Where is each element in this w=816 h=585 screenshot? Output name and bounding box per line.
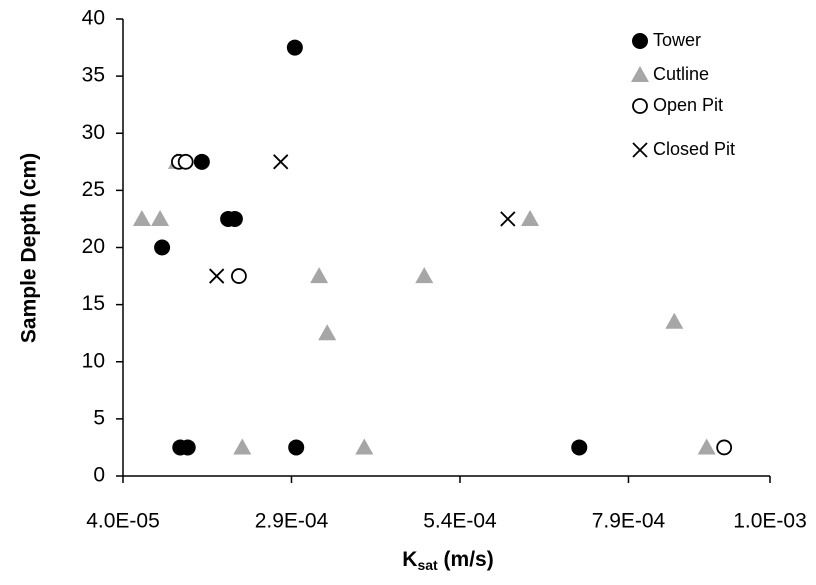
y-tick-label: 35 [82, 64, 105, 87]
point [154, 239, 171, 256]
point [310, 267, 329, 284]
x-tick-label: 7.9E-04 [592, 510, 666, 533]
point [233, 438, 252, 455]
y-tick-label: 0 [93, 464, 105, 487]
point [697, 438, 716, 455]
x-axis-title-unit: (m/s) [438, 548, 494, 571]
point [288, 439, 305, 456]
point [665, 312, 684, 329]
legend-label: Closed Pit [653, 139, 735, 159]
legend-marker [632, 142, 648, 158]
point [132, 209, 151, 226]
x-tick-label: 2.9E-04 [255, 510, 329, 533]
point [177, 153, 194, 170]
y-tick-label: 10 [82, 349, 105, 372]
legend-marker [632, 98, 648, 114]
x-axis-title-main: K [402, 548, 417, 571]
point [286, 39, 303, 56]
x-tick-label: 4.0E-05 [86, 510, 160, 533]
y-tick-label: 5 [93, 406, 105, 429]
point [716, 439, 733, 456]
point [415, 267, 434, 284]
point [273, 154, 289, 170]
x-axis-title: Ksat (m/s) [402, 548, 493, 573]
point [355, 438, 374, 455]
y-tick-label: 40 [82, 7, 105, 30]
y-axis-title: Sample Depth (cm) [18, 153, 41, 343]
y-tick-label: 15 [82, 292, 105, 315]
y-tick-label: 25 [82, 178, 105, 201]
point [571, 439, 588, 456]
x-tick-label: 1.0E-03 [733, 510, 807, 533]
x-axis-title-sub: sat [417, 557, 438, 573]
legend-marker [631, 66, 649, 82]
point [209, 268, 225, 284]
point [318, 324, 337, 341]
legend-label: Cutline [653, 64, 709, 84]
y-tick-label: 30 [82, 121, 105, 144]
point [179, 439, 196, 456]
point [226, 210, 243, 227]
legend-label: Open Pit [653, 95, 723, 115]
point [500, 211, 516, 227]
legend-label: Tower [653, 30, 701, 50]
point [151, 209, 170, 226]
y-tick-label: 20 [82, 235, 105, 258]
point [231, 268, 247, 284]
legend-marker [632, 33, 648, 49]
x-tick-label: 5.4E-04 [423, 510, 497, 533]
point [193, 153, 210, 170]
point [521, 209, 540, 226]
